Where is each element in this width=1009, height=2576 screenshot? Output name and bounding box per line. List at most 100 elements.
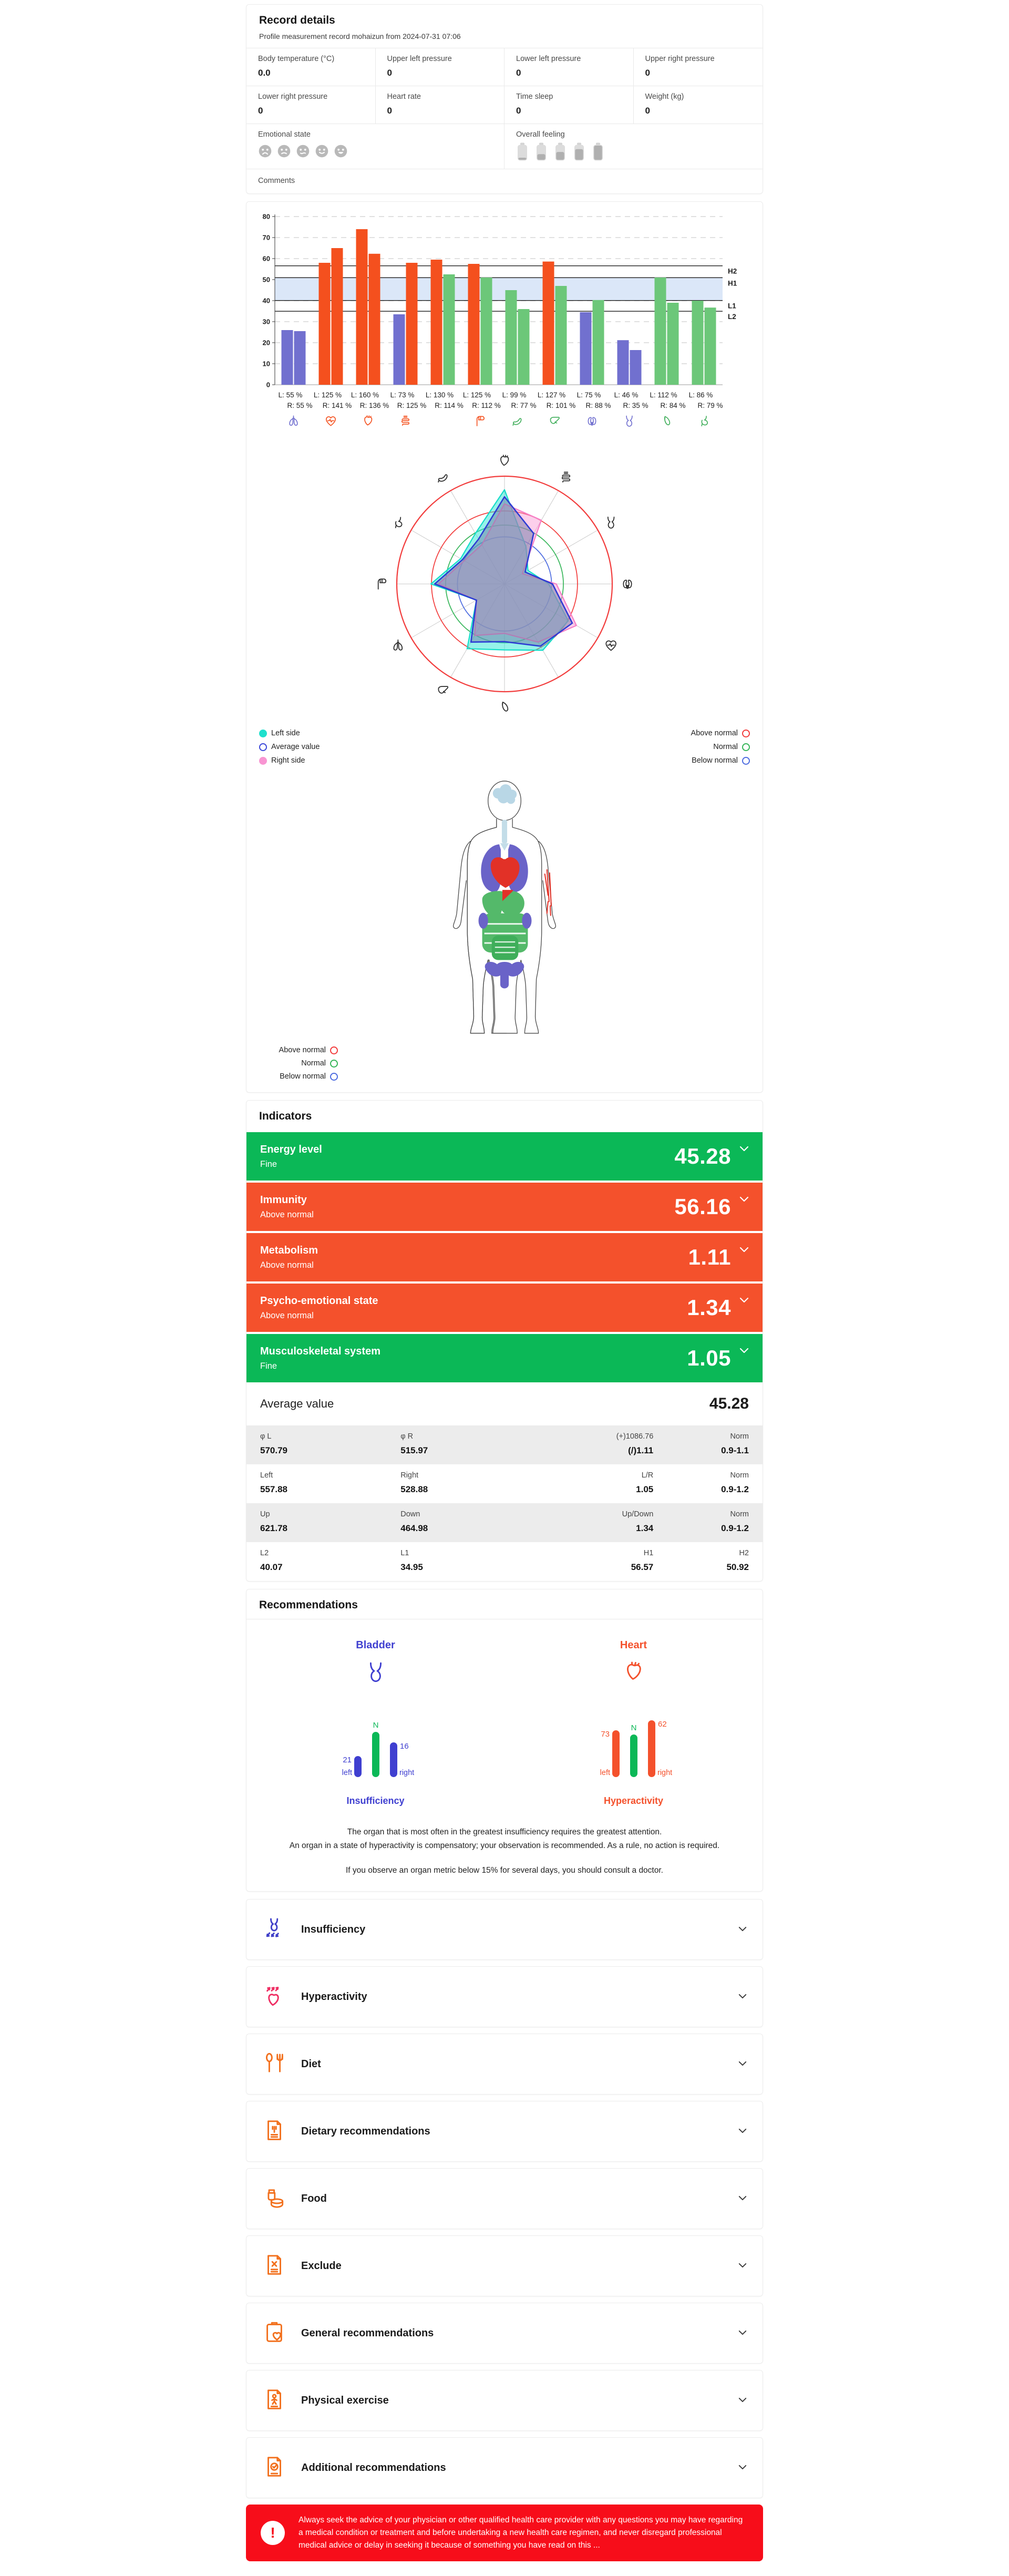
indicator-info: Psycho-emotional state Above normal bbox=[260, 1295, 687, 1321]
chevron-down-icon[interactable] bbox=[738, 1925, 747, 1934]
record-field[interactable]: Upper left pressure 0 bbox=[375, 48, 504, 86]
legend-label: Above normal bbox=[691, 729, 738, 737]
chevron-down-icon[interactable] bbox=[739, 1246, 749, 1255]
recommendation-note: If you observe an organ metric below 15%… bbox=[346, 1866, 663, 1875]
record-field[interactable]: Body temperature (°C) 0.0 bbox=[246, 48, 376, 86]
metrics-table-cell: Up/Down 1.34 bbox=[541, 1510, 654, 1534]
chevron-down-icon[interactable] bbox=[739, 1296, 749, 1306]
accordion-item-physical-exercise[interactable]: Physical exercise bbox=[246, 2370, 763, 2431]
chevron-down-icon[interactable] bbox=[738, 2059, 747, 2069]
accordion-item-diet[interactable]: Diet bbox=[246, 2034, 763, 2095]
svg-text:right: right bbox=[399, 1769, 414, 1777]
record-field[interactable]: Time sleep 0 bbox=[504, 86, 634, 124]
body-outline bbox=[467, 818, 542, 1034]
doc-check-icon bbox=[262, 2455, 286, 2481]
record-field-label: Lower right pressure bbox=[258, 93, 328, 101]
chevron-down-icon[interactable] bbox=[738, 2261, 747, 2271]
diet-icon bbox=[262, 2051, 286, 2078]
svg-text:L: 75 %: L: 75 % bbox=[577, 391, 601, 399]
bar-right-immunity bbox=[443, 274, 455, 385]
svg-text:L: 73 %: L: 73 % bbox=[390, 391, 415, 399]
record-field[interactable]: Weight (kg) 0 bbox=[633, 86, 763, 124]
metric-value: 34.95 bbox=[400, 1562, 423, 1572]
metric-value: 557.88 bbox=[260, 1484, 287, 1494]
legend-item: Below normal bbox=[691, 756, 750, 765]
indicator-status: Above normal bbox=[260, 1209, 314, 1219]
bar-left-kidneys bbox=[580, 312, 592, 385]
legend-item: Above normal bbox=[691, 729, 750, 737]
record-field[interactable]: Upper right pressure 0 bbox=[633, 48, 763, 86]
radar-kidneys-icon bbox=[623, 579, 632, 589]
metrics-table-row: Left 557.88 Right 528.88 L/R 1.05 Norm 0.9-1.2 bbox=[246, 1464, 763, 1503]
chevron-down-icon[interactable] bbox=[738, 1992, 747, 2002]
metric-label: Down bbox=[400, 1510, 420, 1518]
chevron-down-icon[interactable] bbox=[738, 2396, 747, 2405]
record-details-card: Record details Profile measurement recor… bbox=[246, 4, 763, 194]
chevron-down-icon[interactable] bbox=[739, 1347, 749, 1356]
indicator-row-musculoskeletal-system[interactable]: Musculoskeletal system Fine 1.05 bbox=[246, 1334, 763, 1382]
record-field-value: 0 bbox=[258, 106, 263, 116]
indicator-row-metabolism[interactable]: Metabolism Above normal 1.11 bbox=[246, 1233, 763, 1281]
comments-field[interactable]: Comments bbox=[258, 177, 295, 185]
colon-icon bbox=[476, 416, 485, 426]
chevron-down-icon[interactable] bbox=[738, 2328, 747, 2338]
bar-right-lungs bbox=[294, 331, 306, 385]
record-field-label: Lower left pressure bbox=[516, 55, 581, 63]
smile-face-icon[interactable] bbox=[315, 144, 329, 158]
battery-icon-100[interactable] bbox=[592, 142, 604, 161]
accordion-item-insufficiency[interactable]: Insufficiency bbox=[246, 1899, 763, 1961]
metric-label: L1 bbox=[400, 1549, 409, 1557]
body-pelvic-organs bbox=[485, 961, 524, 989]
accordion-label: Diet bbox=[301, 2058, 321, 2070]
record-fields-grid: Body temperature (°C) 0.0 Upper left press… bbox=[246, 48, 763, 124]
svg-text:left: left bbox=[600, 1769, 610, 1777]
accordion-item-general-recommendations[interactable]: General recommendations bbox=[246, 2303, 763, 2364]
very-sad-face-icon[interactable] bbox=[258, 144, 272, 158]
metric-value: 570.79 bbox=[260, 1445, 287, 1455]
overall-feeling-batteries bbox=[516, 142, 751, 161]
record-field[interactable]: Heart rate 0 bbox=[375, 86, 504, 124]
organ-caption: Insufficiency bbox=[346, 1795, 405, 1806]
battery-icon-40[interactable] bbox=[535, 142, 548, 161]
record-field[interactable]: Lower right pressure 0 bbox=[246, 86, 376, 124]
record-field[interactable]: Lower left pressure 0 bbox=[504, 48, 634, 86]
recommendations-card: Recommendations Bladder 21 N 16 left right Ins… bbox=[246, 1589, 763, 1892]
chevron-down-icon[interactable] bbox=[738, 2194, 747, 2203]
accordion-item-hyperactivity[interactable]: Hyperactivity bbox=[246, 1966, 763, 2028]
record-field-label: Heart rate bbox=[387, 93, 421, 101]
metric-value: 0.9-1.2 bbox=[721, 1523, 749, 1533]
indicator-row-energy-level[interactable]: Energy level Fine 45.28 bbox=[246, 1132, 763, 1181]
recommendation-paragraph-1: The organ that is most often in the grea… bbox=[347, 1828, 662, 1836]
accordion-item-exclude[interactable]: Exclude bbox=[246, 2235, 763, 2297]
legend-label: Above normal bbox=[279, 1046, 326, 1054]
accordion-label: Exclude bbox=[301, 2260, 342, 2272]
legend-dot bbox=[330, 1046, 338, 1054]
sad-face-icon[interactable] bbox=[277, 144, 291, 158]
battery-icon-75[interactable] bbox=[573, 142, 585, 161]
bar-right-heart bbox=[368, 253, 380, 385]
indicator-row-immunity[interactable]: Immunity Above normal 56.16 bbox=[246, 1183, 763, 1231]
metric-value: 56.57 bbox=[631, 1562, 654, 1572]
svg-text:R: 112 %: R: 112 % bbox=[472, 402, 501, 409]
legend-label: Average value bbox=[271, 743, 320, 751]
accordion-item-food[interactable]: Food bbox=[246, 2168, 763, 2230]
indicator-label: Energy level bbox=[260, 1143, 322, 1155]
indicator-row-psycho-emotional-state[interactable]: Psycho-emotional state Above normal 1.34 bbox=[246, 1284, 763, 1332]
svg-text:60: 60 bbox=[263, 255, 270, 263]
chevron-down-icon[interactable] bbox=[738, 2463, 747, 2472]
svg-text:80: 80 bbox=[263, 213, 270, 221]
accordion-item-additional-recommendations[interactable]: Additional recommendations bbox=[246, 2437, 763, 2499]
battery-icon-55[interactable] bbox=[554, 142, 567, 161]
indicator-label: Psycho-emotional state bbox=[260, 1295, 378, 1307]
accordion-item-dietary-recommendations[interactable]: Dietary recommendations bbox=[246, 2101, 763, 2162]
radar-colon-icon bbox=[377, 578, 387, 590]
disclaimer-text: Always seek the advice of your physician… bbox=[298, 2516, 743, 2550]
chevron-down-icon[interactable] bbox=[739, 1195, 749, 1205]
record-field-value: 0.0 bbox=[258, 68, 271, 78]
chevron-down-icon[interactable] bbox=[739, 1145, 749, 1154]
chevron-down-icon[interactable] bbox=[738, 2127, 747, 2136]
svg-text:L: 125 %: L: 125 % bbox=[463, 391, 491, 399]
wry-face-icon[interactable] bbox=[296, 144, 310, 158]
battery-icon-15[interactable] bbox=[516, 142, 529, 161]
happy-face-icon[interactable] bbox=[334, 144, 348, 158]
